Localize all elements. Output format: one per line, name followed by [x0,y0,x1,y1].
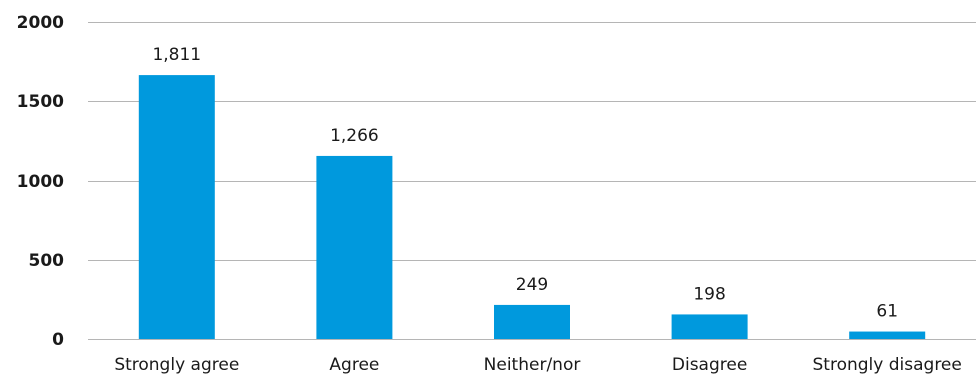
x-tick-label: Neither/nor [484,355,581,375]
bar-agree [316,155,393,339]
bar-strongly-agree [138,75,215,339]
x-tick-label: Strongly disagree [813,355,962,375]
y-tick-label: 2000 [17,13,64,33]
y-tick-label: 1500 [17,92,64,112]
y-tick-label: 500 [29,251,65,271]
y-tick-label: 1000 [17,172,64,192]
data-label: 61 [876,302,898,322]
data-label: 1,266 [330,126,379,146]
x-tick-label: Agree [329,355,379,375]
bar-disagree [671,314,748,339]
y-tick-label: 0 [52,330,64,350]
bar-neither-nor [494,304,570,339]
x-tick-label: Disagree [672,355,747,375]
data-label: 198 [693,284,725,304]
data-label: 249 [516,275,548,295]
bars [138,75,926,339]
bar-strongly-disagree [849,331,926,339]
data-label: 1,811 [152,45,201,65]
x-tick-label: Strongly agree [114,355,239,375]
data-labels: 1,811 1,266 249 198 61 [152,45,898,321]
gridlines [88,22,976,340]
y-axis-ticks: 0 500 1000 1500 2000 [17,13,64,350]
x-axis-ticks: Strongly agree Agree Neither/nor Disagree St… [114,355,962,375]
